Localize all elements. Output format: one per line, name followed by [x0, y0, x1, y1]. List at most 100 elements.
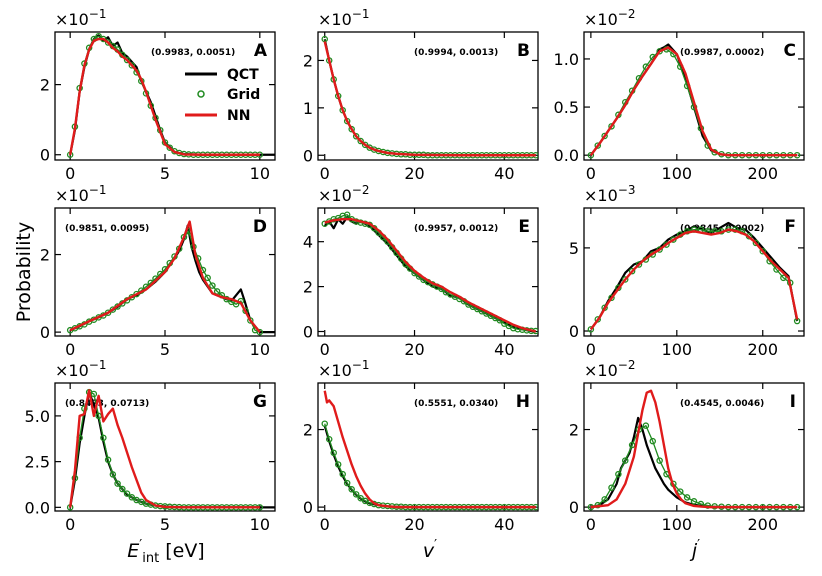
x-tick-label-c-2: 200 [747, 164, 778, 183]
plot-area-i [587, 389, 801, 511]
x-axis-title-col3: j′ [689, 538, 700, 562]
plot-area-g [66, 388, 275, 511]
panel-frame-h [317, 382, 539, 512]
x-axis-title-col2: v′ [423, 538, 437, 562]
legend-label-qct: QCT [227, 67, 259, 83]
grid-point-f-7 [635, 261, 643, 268]
x-tick-label-g-1: 5 [160, 515, 170, 534]
scale-label-e: ×10−2 [318, 183, 369, 205]
series-grid-line-i [590, 424, 798, 508]
grid-point-h-2 [330, 449, 337, 457]
panel-letter-b: B [517, 41, 530, 61]
grid-point-d-30 [209, 282, 216, 289]
grid-point-i-3 [608, 484, 615, 491]
grid-point-b-9 [361, 141, 369, 149]
panel-a: 0 5 10 0 2 ×10−1 A (0.9983, 0.0051) [40, 7, 276, 183]
grid-point-a-8 [104, 39, 112, 46]
y-tick-label-g-2: 5.0 [25, 407, 50, 426]
panel-letter-e: E [518, 217, 530, 237]
grid-point-d-9 [109, 306, 117, 313]
x-tick-label-c-1: 100 [662, 164, 693, 183]
y-tick-label-d-0: 0 [40, 323, 50, 342]
scale-label-c: ×10−2 [584, 7, 635, 29]
plot-area-h [321, 390, 538, 511]
x-axis-title-col1: E′int [eV] [127, 538, 204, 566]
y-tick-label-d-1: 2 [40, 246, 50, 265]
grid-point-g-5 [90, 390, 98, 398]
grid-point-d-40 [256, 328, 264, 336]
grid-point-g-10 [114, 480, 121, 487]
grid-point-i-2 [601, 496, 608, 503]
panel-frame-f [583, 207, 805, 337]
grid-point-b-6 [348, 125, 355, 133]
grid-point-h-8 [357, 494, 364, 502]
metric-label-i: (0.4545, 0.0046) [680, 399, 764, 409]
series-grid-line-h [324, 423, 536, 508]
scale-label-a: ×10−1 [55, 7, 106, 29]
grid-point-a-13 [128, 62, 136, 69]
grid-point-g-8 [104, 456, 112, 464]
panel-letter-d: D [253, 217, 267, 237]
series-nn-f [589, 228, 799, 331]
grid-point-i-14 [683, 494, 691, 501]
panel-g: 0 5 10 0.0 2.5 5.0 ×10−1 G (0.8473, 0.0713) [25, 358, 276, 534]
grid-point-h-4 [339, 470, 346, 478]
y-tick-label-b-1: 1 [303, 99, 313, 118]
series-nn-h [323, 390, 536, 509]
grid-point-b-8 [357, 137, 364, 145]
legend-label-grid: Grid [227, 87, 260, 103]
series-nn-c [589, 46, 798, 157]
series-nn-a [68, 37, 260, 156]
grid-point-h-5 [343, 479, 351, 487]
series-qct-e [323, 215, 536, 333]
grid-point-h-6 [348, 486, 355, 493]
y-tick-label-g-0: 0.0 [25, 498, 50, 517]
metric-label-d: (0.9851, 0.0095) [65, 224, 149, 234]
metric-label-a: (0.9983, 0.0051) [151, 48, 235, 58]
y-tick-label-h-0: 0 [303, 498, 313, 517]
grid-point-f-28 [780, 274, 787, 282]
legend-label-nn: NN [227, 108, 250, 124]
panel-e: 0 20 40 0 2 4 ×10−2 E (0.9957, 0.0012) [303, 183, 539, 359]
scale-label-b: ×10−1 [318, 7, 369, 29]
x-tick-label-d-2: 10 [250, 340, 270, 359]
panel-letter-a: A [254, 41, 268, 61]
y-tick-label-b-0: 0 [303, 146, 313, 165]
plot-area-b [321, 35, 538, 159]
series-qct-f [589, 221, 799, 331]
y-tick-label-g-1: 2.5 [25, 453, 50, 472]
series-nn-d [69, 220, 261, 333]
y-tick-label-c-2: 1.0 [554, 50, 579, 69]
grid-point-c-0 [587, 151, 595, 159]
grid-point-g-11 [119, 485, 126, 493]
y-tick-label-c-0: 0.0 [554, 146, 579, 165]
grid-point-e-5 [343, 211, 351, 218]
grid-point-a-12 [123, 56, 131, 64]
grid-point-h-1 [325, 435, 333, 443]
grid-point-f-24 [752, 239, 760, 247]
grid-point-b-7 [352, 133, 360, 140]
grid-point-f-10 [656, 246, 663, 253]
scale-label-g: ×10−1 [55, 358, 106, 380]
x-tick-label-i-2: 200 [747, 515, 778, 534]
panel-letter-g: G [253, 392, 267, 412]
metric-label-h: (0.5551, 0.0340) [414, 399, 498, 409]
metric-label-b: (0.9994, 0.0013) [414, 48, 498, 58]
x-tick-label-f-1: 100 [662, 340, 693, 359]
y-tick-label-e-2: 4 [303, 233, 313, 252]
grid-point-f-11 [663, 241, 670, 248]
panel-letter-c: C [784, 41, 796, 61]
x-tick-label-i-0: 0 [586, 515, 596, 534]
panel-h: 0 20 40 0 2 ×10−1 H (0.5551, 0.0340) [303, 358, 539, 534]
panel-i: 0 100 200 0 2 ×10−2 I (0.4545, 0.0046) [569, 358, 805, 534]
grid-point-g-9 [109, 471, 117, 478]
x-tick-label-c-0: 0 [586, 164, 596, 183]
scale-label-h: ×10−1 [318, 358, 369, 380]
y-tick-label-f-0: 0 [569, 322, 579, 341]
grid-point-c-1 [594, 142, 602, 149]
grid-point-h-3 [334, 461, 342, 468]
grid-point-g-12 [123, 490, 131, 497]
series-nn-g [68, 389, 260, 509]
